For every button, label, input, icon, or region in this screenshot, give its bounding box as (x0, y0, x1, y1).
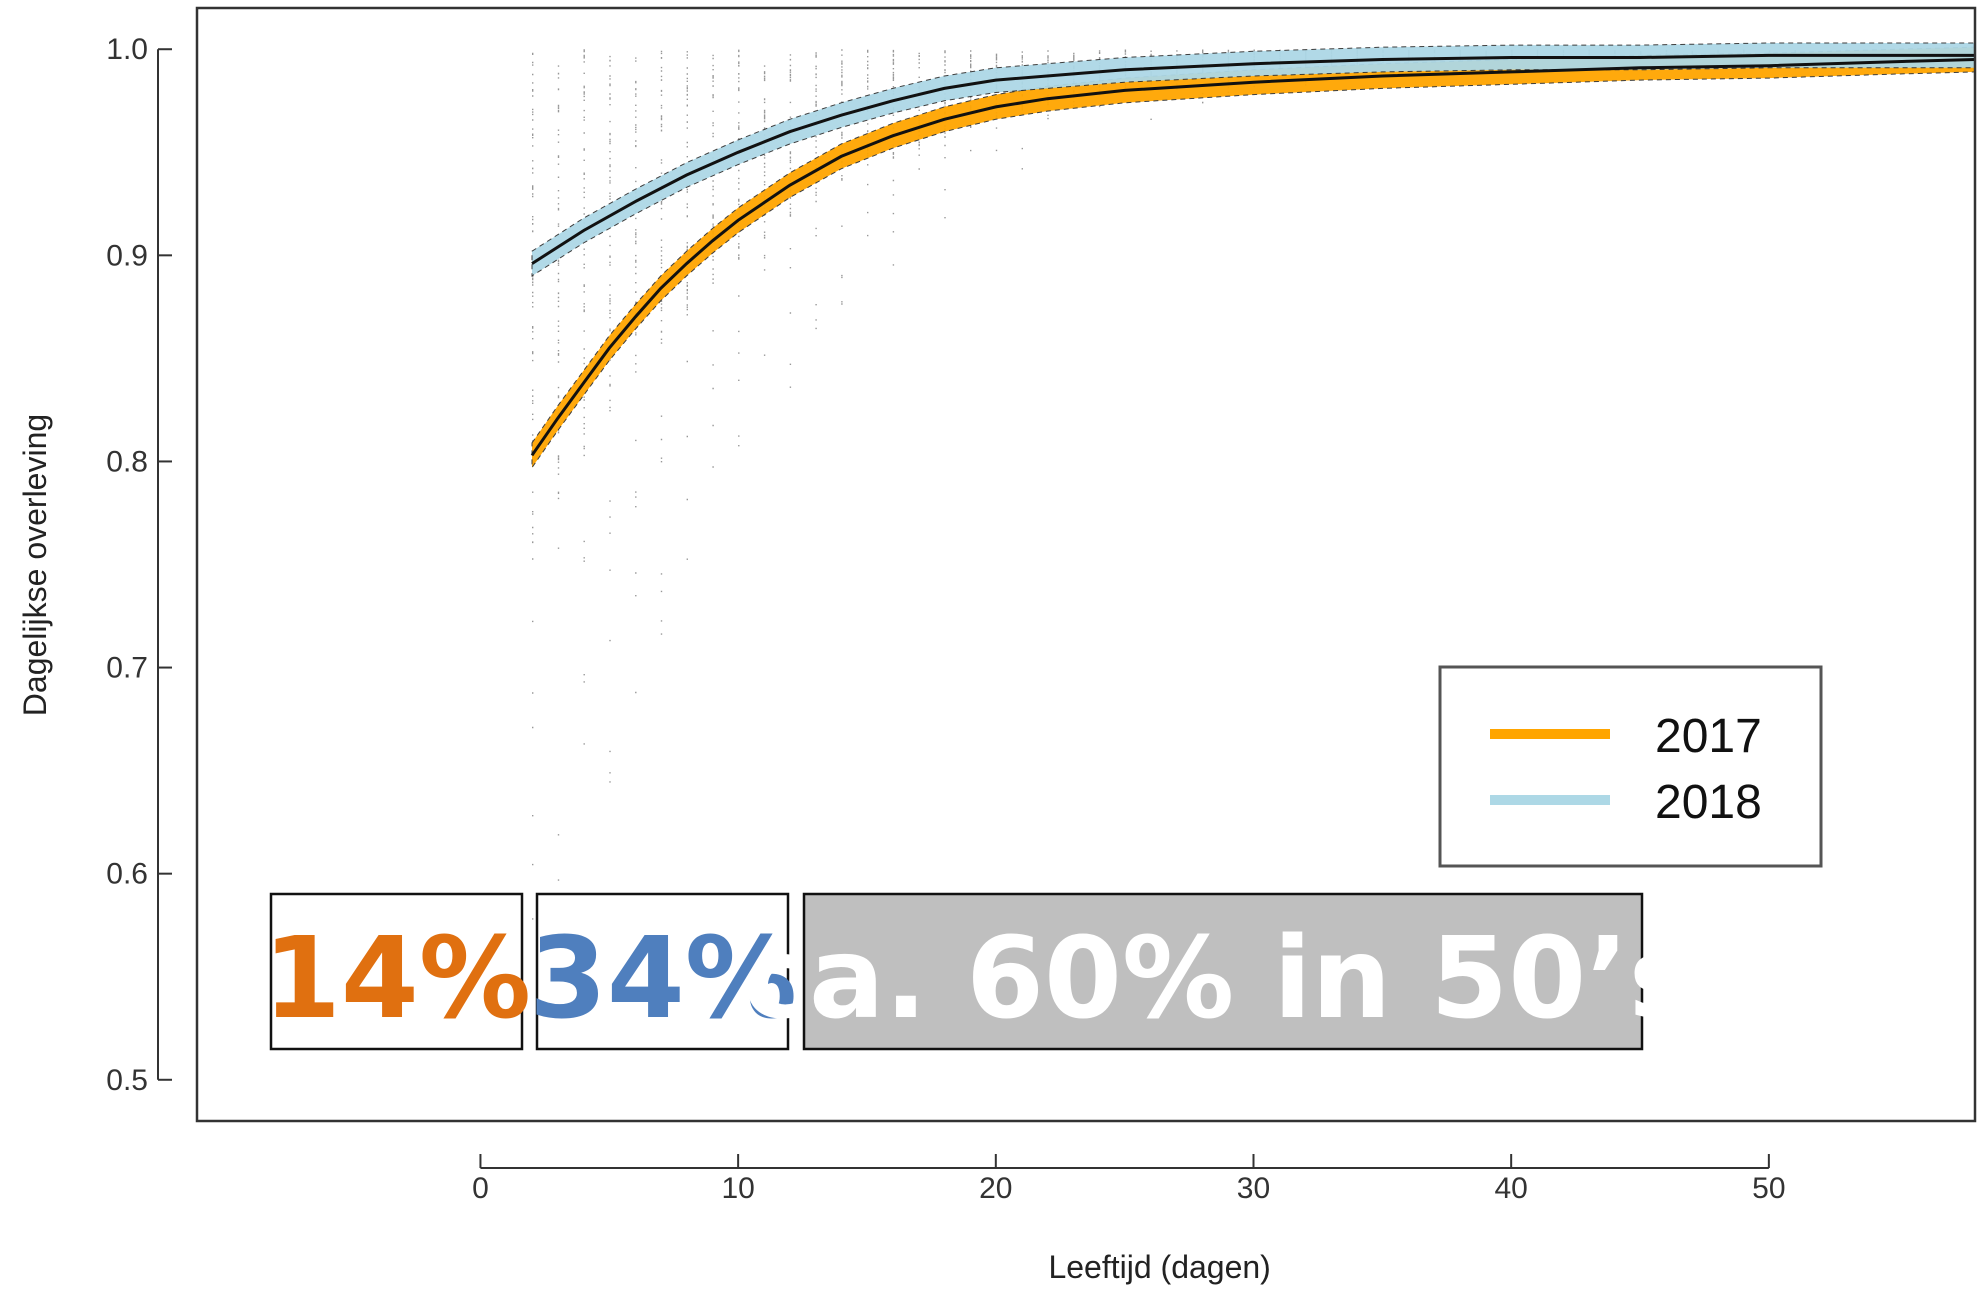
annotation-fifties-text: ca. 60% in 50’s (743, 914, 1696, 1044)
legend-label-2017: 2017 (1655, 710, 1762, 763)
annotation-box-2017 (269, 892, 524, 1051)
confidence-ribbons (531, 42, 1976, 470)
y-tick-label-0.9: 0.9 (106, 239, 148, 272)
fitted-curves (530, 53, 1976, 457)
x-tick-label-40: 40 (1494, 1172, 1527, 1205)
x-tick-label-10: 10 (721, 1172, 754, 1205)
annotation-2017-percent: 14% (263, 914, 531, 1044)
legend: 2017 2018 (1438, 665, 1823, 868)
annotation-2018-percent: 34% (529, 914, 797, 1044)
x-axis-label: Leeftijd (dagen) (1048, 1249, 1270, 1285)
y-tick-label-1: 1.0 (106, 33, 148, 66)
y-tick-label-0.5: 0.5 (106, 1064, 148, 1097)
plot-frame (195, 6, 1977, 1123)
y-axis-label: Dagelijkse overleving (17, 414, 53, 716)
y-tick-label-0.8: 0.8 (106, 445, 148, 478)
axes: 0 10 20 30 40 50 0.5 0.6 0.7 0.8 0.9 1.0 Leeftijd (d… (17, 6, 1977, 1285)
annotation-box-2018 (535, 892, 790, 1051)
ribbon-2017 (531, 46, 1976, 470)
x-tick-label-50: 50 (1752, 1172, 1785, 1205)
x-tick-label-0: 0 (472, 1172, 489, 1205)
y-tick-label-0.6: 0.6 (106, 858, 148, 891)
annotation-boxes: 14% 34% ca. 60% in 50’s (263, 892, 1696, 1051)
x-tick-label-30: 30 (1237, 1172, 1270, 1205)
fitted-line-2018 (531, 53, 1975, 265)
legend-label-2018: 2018 (1655, 776, 1762, 829)
fitted-line-2017 (530, 58, 1976, 457)
x-tick-label-20: 20 (979, 1172, 1012, 1205)
y-tick-label-0.7: 0.7 (106, 652, 148, 685)
annotation-box-fifties (802, 892, 1644, 1051)
legend-box (1438, 665, 1823, 868)
